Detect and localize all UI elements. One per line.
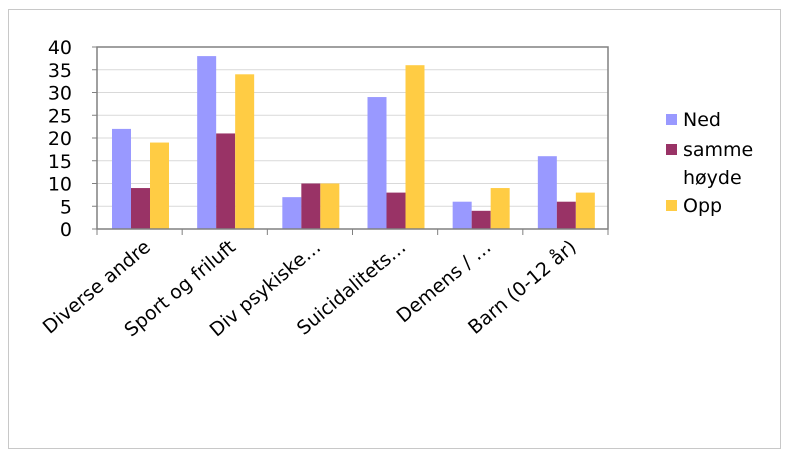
y-tick-label: 0 bbox=[60, 219, 72, 241]
y-tick-label: 15 bbox=[48, 151, 72, 173]
bar-samme-høyde-1 bbox=[216, 133, 236, 229]
bar-Opp-2 bbox=[320, 183, 340, 229]
bars bbox=[112, 56, 595, 229]
legend-swatch bbox=[666, 114, 677, 125]
bar-Ned-4 bbox=[452, 201, 472, 229]
bar-Opp-0 bbox=[150, 142, 169, 229]
bar-Opp-1 bbox=[235, 74, 255, 229]
y-tick-label: 25 bbox=[48, 105, 72, 127]
bar-samme-høyde-3 bbox=[386, 192, 406, 229]
y-tick-label: 5 bbox=[60, 196, 72, 218]
y-tick-label: 20 bbox=[48, 128, 72, 150]
legend-label: Ned bbox=[683, 109, 721, 131]
y-tick-label: 10 bbox=[48, 174, 72, 196]
bar-samme-høyde-2 bbox=[301, 183, 321, 229]
bar-Ned-0 bbox=[112, 128, 131, 229]
gridlines bbox=[97, 46, 608, 230]
bar-Ned-2 bbox=[282, 197, 302, 229]
bar-Ned-3 bbox=[367, 97, 387, 229]
legend-swatch bbox=[666, 200, 677, 211]
bar-Ned-5 bbox=[537, 156, 557, 229]
legend-label: samme høyde bbox=[683, 139, 753, 189]
y-tick-label: 35 bbox=[48, 60, 72, 82]
bar-Opp-4 bbox=[490, 188, 510, 229]
bar-Ned-1 bbox=[197, 56, 217, 229]
legend-swatch bbox=[666, 144, 677, 155]
legend-label: Opp bbox=[683, 195, 722, 217]
legend: Ned samme høyde Opp bbox=[666, 109, 753, 217]
bar-samme-høyde-4 bbox=[471, 210, 491, 229]
bar-samme-høyde-0 bbox=[131, 188, 150, 229]
y-tick-label: 40 bbox=[48, 37, 72, 59]
y-tick-label: 30 bbox=[48, 83, 72, 105]
bar-Opp-5 bbox=[575, 192, 595, 229]
bar-samme-høyde-5 bbox=[556, 201, 576, 229]
bar-Opp-3 bbox=[405, 65, 425, 229]
